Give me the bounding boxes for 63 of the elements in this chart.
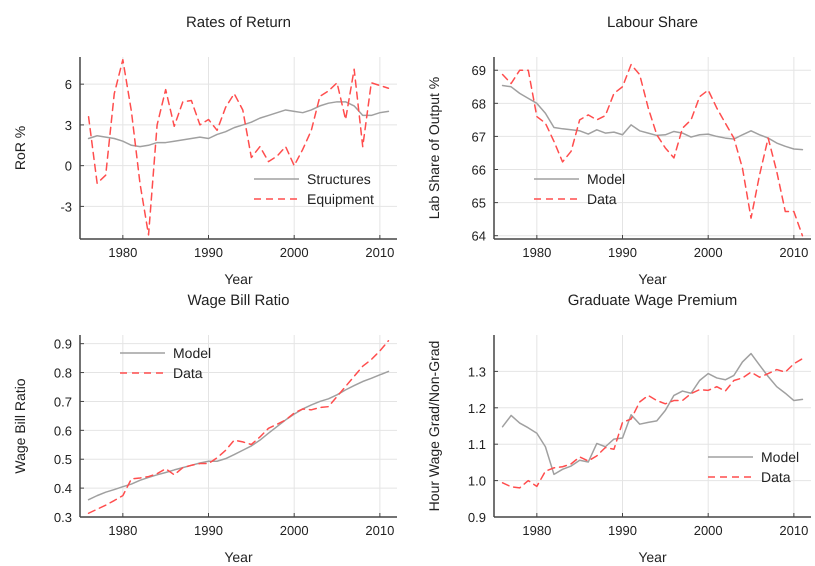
legend-label: Model: [587, 171, 626, 187]
y-tick-label: 68: [472, 96, 486, 112]
y-tick-label: 1.0: [468, 474, 486, 489]
x-tick-label: 2010: [365, 523, 394, 538]
x-tick-label: 1990: [194, 523, 223, 538]
y-tick-label: 1.3: [468, 364, 486, 380]
y-tick-label: 0.9: [468, 510, 486, 525]
y-tick-label: 69: [472, 63, 486, 78]
y-tick-label: 66: [472, 162, 486, 178]
y-tick-label: 0.6: [54, 423, 72, 438]
line-series: [502, 84, 804, 150]
y-tick-label: 0.8: [54, 366, 72, 381]
y-axis-title: Hour Wage Grad/Non-Grad: [426, 340, 442, 512]
legend-label: Data: [761, 469, 791, 485]
x-tick-label: 1980: [108, 523, 138, 538]
x-tick-label: 2010: [779, 245, 808, 260]
x-tick-label: 1980: [108, 245, 138, 260]
line-series: [88, 340, 390, 514]
y-tick-label: 0.5: [54, 452, 72, 468]
x-tick-label: 1980: [522, 523, 552, 538]
y-tick-label: 0.9: [54, 336, 72, 352]
x-tick-label: 2010: [779, 523, 808, 538]
x-tick-label: 1990: [194, 245, 223, 260]
line-series: [502, 64, 804, 236]
legend-label: Data: [587, 191, 617, 207]
x-axis-title: Year: [224, 549, 253, 565]
x-axis-title: Year: [224, 271, 253, 287]
legend-label: Structures: [307, 171, 371, 187]
legend-label: Model: [173, 345, 212, 361]
chart-title: Wage Bill Ratio: [188, 292, 290, 309]
x-tick-label: 1980: [522, 245, 552, 260]
x-tick-label: 1990: [608, 523, 637, 538]
x-axis-title: Year: [638, 271, 667, 287]
chart-title: Graduate Wage Premium: [568, 292, 738, 309]
y-tick-label: 65: [472, 196, 486, 211]
y-axis-title: Lab Share of Output %: [426, 76, 442, 220]
y-axis-title: Wage Bill Ratio: [12, 378, 28, 474]
x-tick-label: 2000: [694, 245, 723, 260]
line-series: [88, 101, 390, 148]
y-tick-label: 64: [472, 228, 486, 244]
legend-label: Equipment: [307, 191, 374, 207]
x-tick-label: 2010: [365, 245, 394, 260]
x-axis-title: Year: [638, 549, 667, 565]
y-tick-label: 6: [64, 77, 72, 92]
y-tick-label: 1.1: [468, 437, 486, 452]
chart-title: Labour Share: [607, 14, 698, 31]
y-tick-label: 67: [472, 129, 486, 144]
x-tick-label: 2000: [280, 245, 309, 260]
y-axis-title: RoR %: [12, 126, 28, 170]
legend-label: Data: [173, 365, 203, 381]
y-tick-label: 0.4: [54, 481, 72, 496]
chart-title: Rates of Return: [186, 14, 292, 31]
legend-label: Model: [761, 449, 800, 465]
x-tick-label: 1990: [608, 245, 637, 260]
y-tick-label: -3: [60, 199, 72, 214]
x-tick-label: 2000: [694, 523, 723, 538]
x-tick-label: 2000: [280, 523, 309, 538]
y-tick-label: 3: [64, 118, 72, 133]
y-tick-label: 1.2: [468, 400, 486, 416]
y-tick-label: 0.7: [54, 394, 72, 410]
y-tick-label: 0.3: [54, 510, 72, 525]
y-tick-label: 0: [64, 158, 72, 174]
line-series: [88, 58, 390, 236]
